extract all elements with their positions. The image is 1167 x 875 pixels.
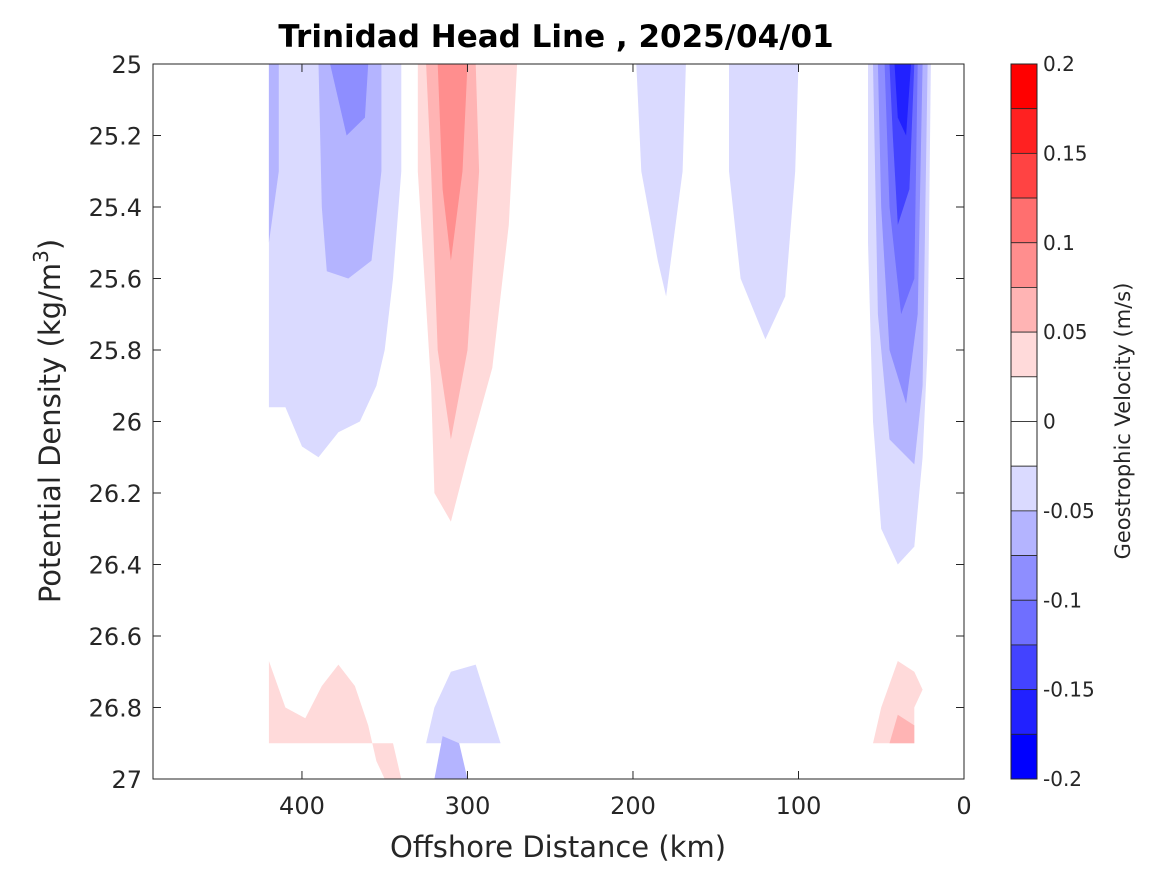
colorbar-swatch [1010,644,1038,691]
y-axis-label-superscript: 3 [29,250,53,263]
x-tick-label: 300 [445,792,491,820]
contour-mid-pos-l3 [437,64,468,261]
colorbar-swatch [1010,555,1038,601]
y-tick-label: 26.2 [89,480,142,508]
contour-mid-neg-2 [729,64,799,340]
x-tick-label: 0 [956,792,971,820]
colorbar-swatch [1010,465,1038,512]
colorbar-frame [1010,63,1038,780]
contour-regions [268,64,931,779]
contour-bottom-west-pos [268,661,402,779]
colorbar-ticks: 0.2 0.15 0.1 0.05 0 -0.05 -0.1 -0.15 -0.2 [1043,52,1095,791]
colorbar-tick-label: 0.15 [1043,141,1088,165]
colorbar-swatch [1010,510,1038,556]
y-tick-label: 26.8 [89,695,142,723]
colorbar-swatch [1010,689,1038,735]
contour-west-neg-l3 [330,64,369,136]
contour-west-edge-neg [268,64,279,243]
contour-west-neg-l2 [318,64,382,279]
colorbar-swatch [1010,331,1038,378]
colorbar-swatch [1010,599,1038,646]
colorbar-tick-label: -0.1 [1043,588,1082,612]
colorbar-swatch [1010,63,1038,110]
contour-bottom-mid-neg [426,664,501,744]
y-axis-ticks: 25 25.2 25.4 25.6 25.8 26 26.2 26.4 26.6 26.8 27 [89,51,964,794]
x-tick-label: 200 [610,792,656,820]
colorbar-tick-label: -0.05 [1043,499,1095,523]
colorbar-swatch [1010,197,1038,244]
colorbar-swatch [1010,287,1038,333]
contour-bottom-east-pos-l2 [889,714,915,744]
y-tick-label: 25 [111,51,142,79]
colorbar-tick-label: -0.15 [1043,678,1095,702]
y-tick-label: 27 [111,766,142,794]
x-tick-label: 100 [776,792,822,820]
colorbar-swatch [1010,733,1038,780]
x-axis-ticks: 400 300 200 100 0 [279,64,972,820]
y-tick-label: 26.4 [89,552,142,580]
x-tick-label: 400 [279,792,325,820]
contour-east-neg-l6 [894,64,911,136]
contour-mid-pos-l2 [426,64,480,440]
colorbar-tick-label: 0 [1043,410,1056,434]
y-tick-label: 26.6 [89,623,142,651]
colorbar-swatch [1010,242,1038,288]
colorbar-label: Geostrophic Velocity (m/s) [1111,283,1135,560]
y-axis-label-close: ) [33,239,67,250]
colorbar-tick-label: 0.2 [1043,52,1075,76]
colorbar-swatch [1010,152,1038,199]
contour-bottom-mid-neg-l2 [434,736,468,779]
y-tick-label: 25.6 [89,266,142,294]
y-tick-label: 25.4 [89,194,142,222]
y-tick-label: 26 [111,409,142,437]
colorbar [1010,63,1038,780]
y-tick-label: 25.2 [89,123,142,151]
contour-mid-neg-1 [636,64,686,297]
colorbar-tick-label: 0.1 [1043,231,1075,255]
y-tick-label: 25.8 [89,337,142,365]
chart-title: Trinidad Head Line , 2025/04/01 [278,19,833,55]
y-axis-label-main: Potential Density (kg/m [33,263,67,603]
colorbar-tick-label: 0.05 [1043,320,1088,344]
contour-bottom-east-pos [873,661,923,744]
colorbar-swatch [1010,376,1038,422]
colorbar-tick-label: -0.2 [1043,767,1082,791]
colorbar-swatch [1010,108,1038,154]
x-axis-label: Offshore Distance (km) [390,830,726,864]
y-axis-label: Potential Density (kg/m3) [29,239,67,603]
colorbar-swatch [1010,421,1038,467]
